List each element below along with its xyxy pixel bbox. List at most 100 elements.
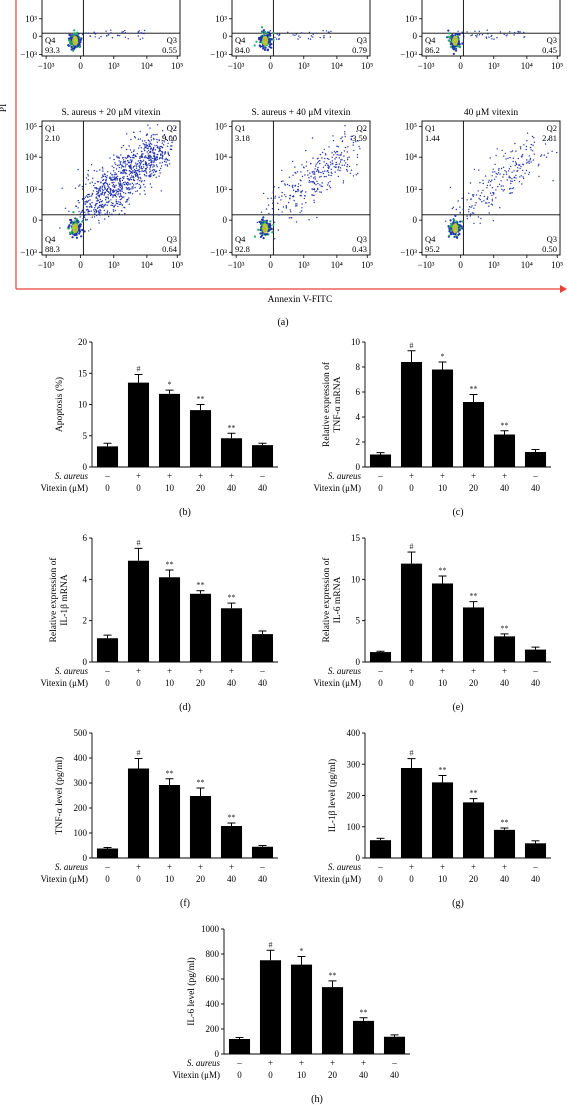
flow-dot [147,153,149,155]
flow-dot [478,34,481,36]
flow-dot [136,32,139,34]
flow-dot [153,161,155,163]
significance-mark: ** [197,581,205,590]
flow-dot [149,127,151,129]
flow-dot [99,209,101,211]
flow-dot [282,206,285,208]
flow-dot [300,191,302,193]
flow-dot [86,208,89,211]
flow-dot [113,191,115,193]
flow-dot [491,38,493,40]
flow-dot [544,143,547,145]
flow-dot [312,188,314,191]
flow-dot [299,211,301,214]
flow-dot [262,237,265,240]
flow-dot [310,162,312,165]
flow-dot [282,180,284,182]
flow-dot [522,169,524,172]
flow-dot [451,33,454,36]
flow-dot [106,213,108,215]
vitexin-value: 0 [105,874,110,884]
flow-dot [168,159,170,161]
flow-dot [113,194,115,196]
flow-dot [503,173,505,176]
flow-dot [519,176,521,178]
flow-dot [140,32,142,34]
flow-dot [268,34,270,36]
flow-dot [301,210,303,212]
flow-dot [145,169,147,171]
flow-dot [121,190,123,192]
flow-dot [85,209,88,211]
flow-dot [507,170,510,172]
flow-dot [113,158,115,161]
flow-core-hot [72,223,79,234]
flow-dot [119,35,121,37]
flow-y-tick-label: 10⁵ [25,121,37,131]
flow-y-tick-label: 10⁴ [215,152,227,162]
flow-x-tick-label: 0 [78,260,83,270]
flow-dot [122,159,125,161]
flow-dot [68,231,72,234]
flow-dot [327,170,329,172]
flow-dot [338,157,340,159]
flow-dot [502,185,504,187]
flow-dot [472,195,474,197]
flow-dot [293,200,295,202]
flow-dot [296,189,299,191]
flow-dot [117,156,120,158]
flow-dot [106,175,108,177]
flow-dot [122,170,124,172]
flow-dot [346,170,348,172]
flow-dot [100,193,102,195]
flow-dot [326,188,328,191]
flow-dot [127,161,130,164]
flow-dot [299,36,301,38]
flow-dot [528,171,531,174]
vitexin-value: 0 [105,678,110,688]
flow-dot [96,214,98,217]
flow-dot [91,192,94,195]
flow-dot [118,201,120,203]
flow-dot [295,221,298,223]
flow-dot [146,147,148,150]
flow-dot [519,167,521,170]
flow-x-tick-label: 10³ [488,61,500,71]
flow-dot [128,187,130,189]
vitexin-row-label: Vitexin (μM) [40,678,88,688]
flow-dot [295,190,297,193]
flow-dot [510,151,512,153]
flow-dot [294,34,296,36]
flow-dot [86,201,89,203]
flow-dot [128,183,130,185]
flow-dot [132,167,134,169]
flow-x-tick-label: 10⁵ [551,260,563,270]
flow-dot [160,150,162,153]
panel-label: (d) [179,702,191,713]
flow-dot [530,143,532,146]
flow-dot [109,188,111,190]
flow-dot [295,205,297,207]
flow-x-tick-label: −10³ [228,61,245,71]
saureus-value: + [440,862,445,872]
flow-dot [130,170,132,173]
flow-dot [152,147,155,149]
flow-dot [462,208,464,211]
flow-dot [144,186,146,188]
flow-dot [107,194,109,196]
flow-dot [98,219,100,222]
flow-dot [94,182,96,185]
flow-dot [323,148,325,151]
flow-dot [111,213,113,215]
saureus-value: + [502,471,507,481]
quadrant-label-q3: Q3 [357,35,367,45]
flow-dot [128,203,130,205]
flow-dot [147,139,149,141]
flow-dot [513,170,515,172]
flow-dot [264,233,267,236]
flow-dot [158,139,160,142]
flow-dot [154,149,157,151]
significance-mark: ** [360,1008,368,1017]
flow-dot [129,192,131,194]
flow-dot [97,199,100,202]
